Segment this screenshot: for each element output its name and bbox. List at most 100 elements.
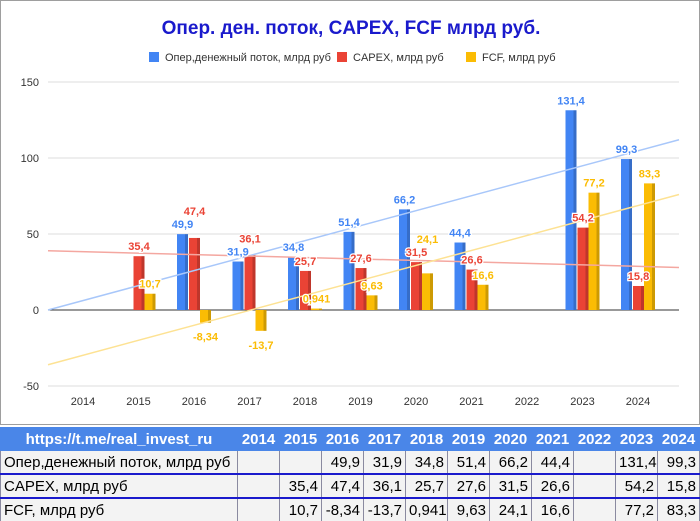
x-tick-label: 2020 bbox=[404, 396, 428, 408]
table-header-row: https://t.me/real_invest_ru 2014 2015 2016 2… bbox=[0, 427, 700, 451]
bar bbox=[366, 295, 378, 310]
table-cell: 34,8 bbox=[405, 450, 448, 475]
bar bbox=[311, 308, 322, 311]
row-label: CAPEX, млрд руб bbox=[0, 473, 238, 499]
table-cell: 83,3 bbox=[657, 497, 700, 521]
table-cell bbox=[237, 497, 280, 521]
table-cell: 26,6 bbox=[531, 473, 574, 499]
x-tick-label: 2019 bbox=[348, 396, 372, 408]
bar bbox=[633, 285, 644, 310]
bar-shade bbox=[240, 261, 244, 310]
data-label: 66,2 bbox=[394, 194, 415, 206]
bar bbox=[477, 284, 489, 310]
bar bbox=[144, 293, 156, 310]
table-cell: 0,941 bbox=[405, 497, 448, 521]
legend-label: CAPEX, млрд руб bbox=[353, 52, 444, 64]
bar bbox=[255, 310, 267, 331]
chart-title: Опер. ден. поток, CAPEX, FCF млрд руб. bbox=[162, 18, 541, 39]
bar bbox=[565, 110, 577, 310]
bar-shade bbox=[485, 284, 489, 310]
legend-swatch bbox=[149, 52, 159, 62]
legend-swatch bbox=[466, 52, 476, 62]
legend-label: Опер,денежный поток, млрд руб bbox=[165, 52, 331, 64]
table-cell bbox=[573, 497, 616, 521]
table-header-year: 2016 bbox=[321, 427, 364, 451]
data-label: 16,6 bbox=[472, 270, 493, 282]
bar-shade bbox=[152, 293, 156, 310]
bar-shade bbox=[296, 257, 299, 310]
table-cell: 36,1 bbox=[363, 473, 406, 499]
data-label: 15,8 bbox=[628, 271, 649, 283]
table-cell: 44,4 bbox=[531, 450, 574, 475]
data-label: 0,941 bbox=[303, 294, 331, 306]
y-tick-label: 0 bbox=[33, 305, 39, 317]
table-cell: -8,34 bbox=[321, 497, 364, 521]
bar-shade bbox=[252, 255, 256, 310]
row-label: FCF, млрд руб bbox=[0, 497, 238, 521]
table-cell: 35,4 bbox=[279, 473, 322, 499]
table-cell: 54,2 bbox=[615, 473, 658, 499]
data-label: 99,3 bbox=[616, 144, 637, 156]
x-tick-label: 2023 bbox=[570, 396, 594, 408]
row-label: Опер,денежный поток, млрд руб bbox=[0, 450, 238, 475]
data-label: 54,2 bbox=[572, 213, 593, 225]
data-label: 36,1 bbox=[239, 234, 260, 246]
bar bbox=[355, 268, 367, 310]
table-header-year: 2021 bbox=[531, 427, 574, 451]
bar bbox=[621, 159, 632, 310]
bar-shade bbox=[474, 269, 478, 310]
table-cell: 15,8 bbox=[657, 473, 700, 499]
table-header-year: 2017 bbox=[363, 427, 406, 451]
y-tick-label: -50 bbox=[23, 381, 39, 393]
bar-shade bbox=[208, 310, 211, 323]
bar-shade bbox=[573, 110, 577, 310]
bar-shade bbox=[141, 256, 145, 310]
x-tick-label: 2022 bbox=[515, 396, 539, 408]
bar bbox=[133, 256, 145, 310]
bar bbox=[200, 310, 211, 323]
x-tick-label: 2017 bbox=[237, 396, 261, 408]
data-label: 131,4 bbox=[557, 95, 585, 107]
table-cell bbox=[237, 450, 280, 475]
table-cell bbox=[573, 450, 616, 475]
data-label: 49,9 bbox=[172, 219, 193, 231]
table-cell: 16,6 bbox=[531, 497, 574, 521]
bar-shade bbox=[351, 231, 355, 310]
bar bbox=[244, 255, 256, 310]
data-label: 44,4 bbox=[449, 228, 471, 240]
table-cell bbox=[573, 473, 616, 499]
data-label: 24,1 bbox=[417, 234, 438, 246]
table-row: CAPEX, млрд руб 35,4 47,4 36,1 25,7 27,6 31,5 2… bbox=[0, 473, 700, 499]
bar-shade bbox=[462, 242, 466, 310]
bar bbox=[288, 257, 299, 310]
table-cell: 66,2 bbox=[489, 450, 532, 475]
bar-shade bbox=[308, 270, 311, 310]
table-cell: 99,3 bbox=[657, 450, 700, 475]
bar-chart: Опер. ден. поток, CAPEX, FCF млрд руб. Оп… bbox=[0, 0, 700, 425]
data-label: 10,7 bbox=[139, 279, 160, 291]
table-cell: -13,7 bbox=[363, 497, 406, 521]
y-tick-label: 150 bbox=[21, 77, 39, 89]
bar bbox=[232, 261, 244, 310]
x-tick-label: 2024 bbox=[626, 396, 650, 408]
table-cell: 47,4 bbox=[321, 473, 364, 499]
bar-shade bbox=[319, 308, 322, 311]
table-row: Опер,денежный поток, млрд руб 49,9 31,9 34,… bbox=[0, 450, 700, 475]
data-label: 31,9 bbox=[227, 247, 248, 259]
bar bbox=[466, 269, 478, 310]
table-header-year: 2019 bbox=[447, 427, 490, 451]
data-label: 31,5 bbox=[406, 247, 427, 259]
data-label: 27,6 bbox=[350, 253, 371, 265]
data-label: -13,7 bbox=[248, 340, 273, 352]
table-header-year: 2023 bbox=[615, 427, 658, 451]
x-tick-label: 2016 bbox=[182, 396, 206, 408]
table-header-year: 2014 bbox=[237, 427, 280, 451]
table-cell: 25,7 bbox=[405, 473, 448, 499]
table-header-year: 2015 bbox=[279, 427, 322, 451]
table-header-year: 2022 bbox=[573, 427, 616, 451]
table-cell: 27,6 bbox=[447, 473, 490, 499]
trendline bbox=[47, 249, 680, 269]
legend-label: FCF, млрд руб bbox=[482, 52, 556, 64]
table-cell: 31,5 bbox=[489, 473, 532, 499]
